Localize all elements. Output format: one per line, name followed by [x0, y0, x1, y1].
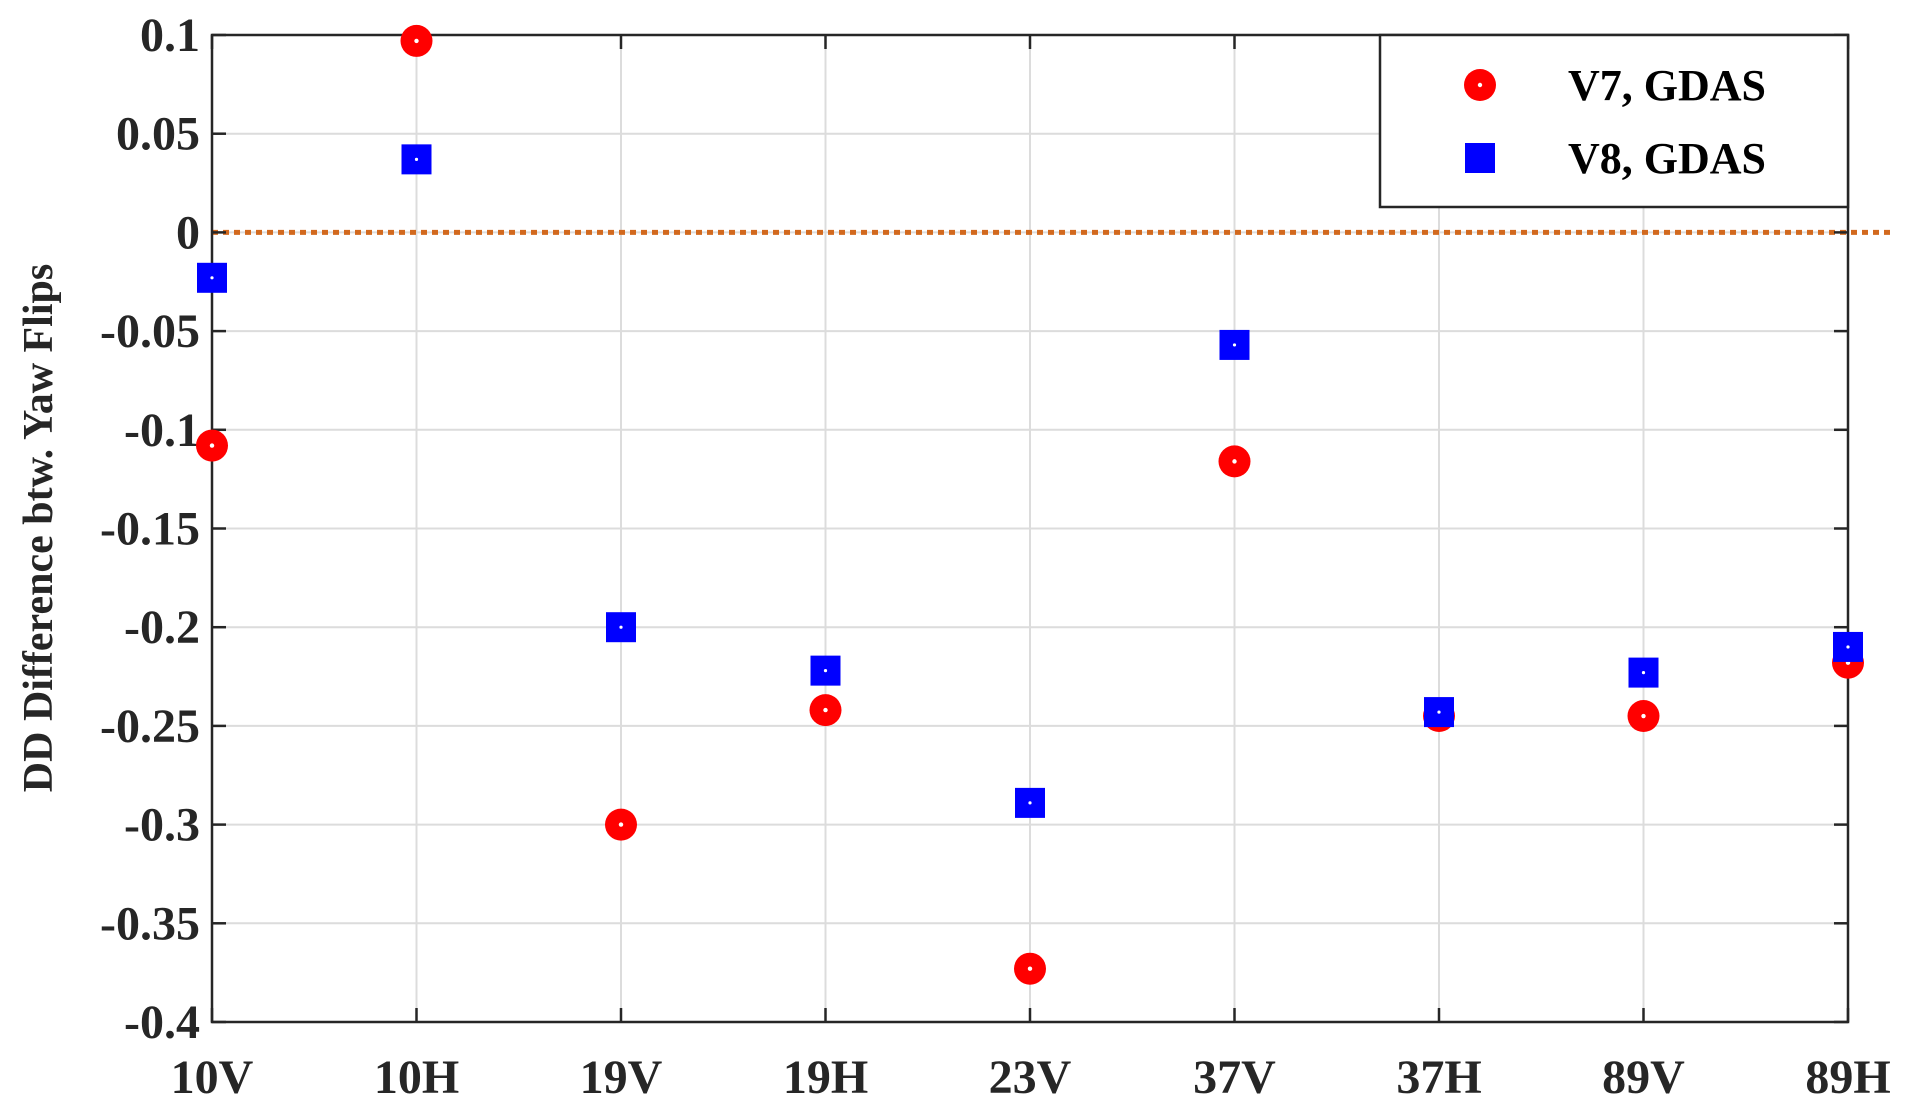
y-tick-label: -0.2: [124, 601, 200, 654]
data-point-center: [1232, 343, 1237, 347]
data-point-center: [1641, 713, 1646, 719]
legend-marker-center: [1477, 82, 1483, 88]
y-tick-label: 0.05: [116, 108, 200, 161]
x-tick-label: 19H: [783, 1051, 868, 1104]
data-point-center: [414, 157, 419, 161]
data-point-center: [823, 707, 828, 713]
legend-label: V7, GDAS: [1568, 61, 1766, 110]
legend-entry: V7, GDAS: [1464, 61, 1766, 110]
legend: V7, GDAS V8, GDAS: [1378, 33, 1850, 209]
data-point-center: [619, 625, 623, 629]
data-point-center: [618, 822, 624, 827]
y-tick-label: -0.15: [100, 503, 200, 556]
y-tick-label: -0.3: [124, 799, 200, 852]
legend-label: V8, GDAS: [1568, 134, 1766, 183]
y-tick-label: -0.05: [100, 305, 200, 358]
x-tick-label: 19V: [580, 1051, 663, 1104]
data-point-center: [210, 276, 214, 280]
x-tick-label: 89H: [1805, 1051, 1890, 1104]
x-tick-label: 89V: [1602, 1051, 1685, 1104]
data-point-center: [1027, 966, 1033, 971]
data-point-center: [414, 38, 419, 44]
x-tick-labels: 10V 10H 19V 19H 23V 37V 37H 89V 89H: [171, 1051, 1891, 1104]
y-axis-label: DD Difference btw. Yaw Flips: [16, 264, 62, 792]
x-tick-label: 10H: [374, 1051, 459, 1104]
y-tick-label: 0.1: [140, 9, 200, 62]
y-tick-label: -0.25: [100, 700, 200, 753]
legend-entry: V8, GDAS: [1465, 134, 1766, 183]
data-point-center: [1028, 801, 1032, 805]
y-tick-label: -0.1: [124, 404, 200, 457]
plot-frame: [210, 33, 1850, 1024]
x-tick-label: 10V: [171, 1051, 254, 1104]
data-point-center: [1232, 459, 1237, 464]
y-tick-labels: 0.1 0.05 0 -0.05 -0.1 -0.15 -0.2 -0.25 -0.3 -0.35…: [100, 9, 200, 1049]
data-point-center: [1437, 710, 1441, 714]
data-series: [196, 24, 1864, 985]
y-tick-label: 0: [176, 206, 200, 259]
data-point-center: [1641, 671, 1646, 675]
x-tick-label: 23V: [989, 1051, 1072, 1104]
y-tick-label: -0.4: [124, 996, 200, 1049]
x-tick-label: 37H: [1396, 1051, 1481, 1104]
x-tick-label: 37V: [1193, 1051, 1276, 1104]
series-v8-gdas: [197, 144, 1863, 818]
legend-marker-square: [1465, 143, 1495, 173]
data-point-center: [823, 669, 828, 673]
legend-box: [1378, 33, 1850, 209]
data-point-center: [1846, 645, 1850, 649]
data-point-center: [209, 443, 215, 448]
y-tick-label: -0.35: [100, 897, 200, 950]
